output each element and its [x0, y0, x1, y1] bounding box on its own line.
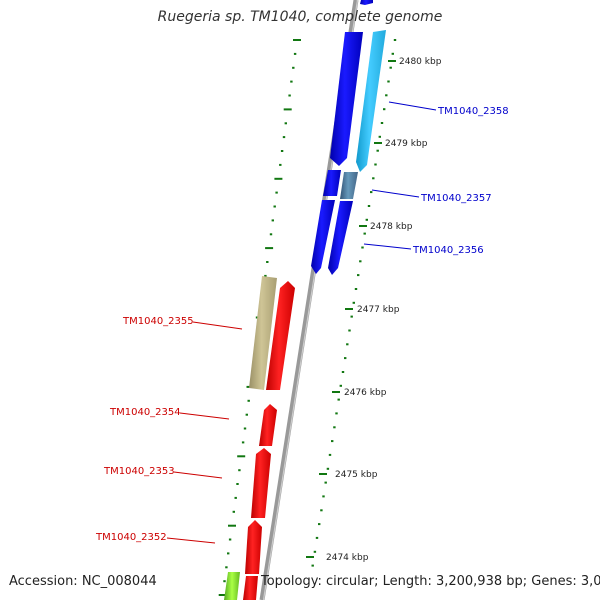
leader-line	[173, 471, 223, 479]
gene-block-TM1040_2357-a[interactable]	[323, 170, 341, 196]
leader-line	[192, 321, 243, 330]
scale-label: 2478 kbp	[370, 222, 413, 232]
gene-labels: TM1040_2358 TM1040_2357 TM1040_2356 TM10…	[95, 101, 509, 544]
leader-line	[371, 189, 420, 198]
scale-label: 2475 kbp	[335, 470, 378, 480]
gene-block-TM1040_2358-outer[interactable]	[330, 32, 363, 166]
gene-label-TM1040_2354[interactable]: TM1040_2354	[109, 407, 181, 418]
scale-labels: 2480 kbp 2479 kbp 2478 kbp 2477 kbp 2476…	[306, 57, 442, 563]
gene-label-TM1040_2352[interactable]: TM1040_2352	[95, 532, 167, 543]
gene-block-TM1040_2356[interactable]	[328, 201, 353, 275]
scale-label: 2474 kbp	[326, 553, 369, 563]
leader-line	[179, 412, 230, 420]
minus-strand-genes	[224, 276, 295, 600]
gene-block-TM1040_2353[interactable]	[251, 448, 271, 518]
gene-block-TM1040_2356-a[interactable]	[311, 200, 335, 274]
gene-block-TM1040_2352[interactable]	[245, 520, 262, 574]
gene-block-top-blue[interactable]	[360, 0, 373, 5]
accession-text: Accession: NC_008044	[9, 574, 157, 589]
gene-label-TM1040_2358[interactable]: TM1040_2358	[437, 106, 509, 117]
genome-summary-text: Topology: circular; Length: 3,200,938 bp…	[261, 574, 600, 589]
genome-title: Ruegeria sp. TM1040, complete genome	[157, 9, 443, 25]
scale-label: 2479 kbp	[385, 139, 428, 149]
ruler-inner-ticks	[311, 39, 397, 567]
gene-block-TM1040_2357[interactable]	[340, 172, 358, 199]
gene-block-TM1040_2358[interactable]	[356, 30, 386, 172]
gene-block-bottom-red[interactable]	[243, 576, 258, 600]
scale-label: 2476 kbp	[344, 388, 387, 398]
leader-line	[166, 537, 216, 544]
gene-block-TM1040_2355-khaki[interactable]	[249, 276, 277, 390]
plus-strand-genes	[311, 0, 386, 275]
gene-label-TM1040_2357[interactable]: TM1040_2357	[420, 193, 492, 204]
gene-label-TM1040_2356[interactable]: TM1040_2356	[412, 245, 484, 256]
gene-label-TM1040_2355[interactable]: TM1040_2355	[122, 316, 194, 327]
gene-block-TM1040_2355[interactable]	[266, 281, 295, 390]
leader-line	[388, 101, 437, 111]
gene-block-bottom-green[interactable]	[224, 572, 240, 600]
gene-label-TM1040_2353[interactable]: TM1040_2353	[103, 466, 175, 477]
leader-line	[363, 243, 412, 250]
gene-block-TM1040_2354[interactable]	[259, 404, 277, 446]
scale-label: 2480 kbp	[399, 57, 442, 67]
scale-label: 2477 kbp	[357, 305, 400, 315]
